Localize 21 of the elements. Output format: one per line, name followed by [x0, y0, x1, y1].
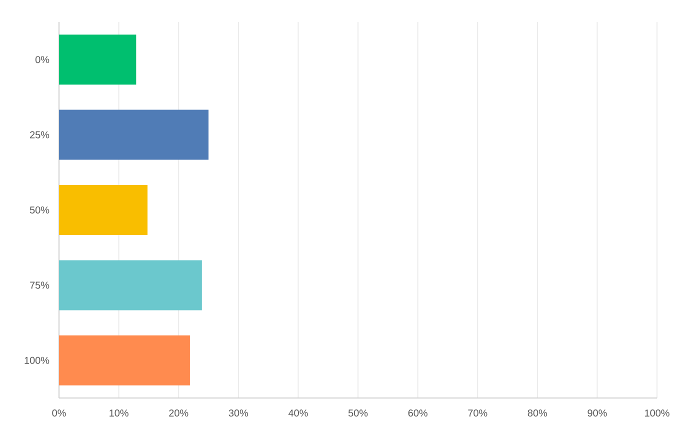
x-tick-label: 100% [645, 410, 670, 417]
y-tick-label: 0% [35, 56, 50, 64]
bar [59, 110, 209, 160]
bar [59, 184, 148, 235]
x-tick-label: 90% [588, 410, 607, 417]
bar [59, 34, 136, 85]
bar [59, 335, 190, 386]
x-tick-label: 30% [228, 410, 248, 417]
x-tick-label: 0% [52, 410, 66, 417]
y-tick-label: 75% [30, 282, 50, 289]
x-tick-label: 20% [169, 410, 188, 417]
y-tick-label: 50% [30, 206, 50, 214]
x-tick-label: 10% [110, 410, 128, 417]
y-tick-label: 25% [30, 131, 50, 138]
x-tick-label: 70% [468, 410, 488, 417]
x-tick-label: 50% [348, 410, 368, 417]
y-tick-label: 100% [24, 356, 50, 364]
bar [59, 260, 202, 310]
x-tick-label: 40% [288, 410, 308, 417]
x-tick-label: 60% [408, 410, 428, 417]
x-tick-label: 80% [528, 410, 548, 417]
